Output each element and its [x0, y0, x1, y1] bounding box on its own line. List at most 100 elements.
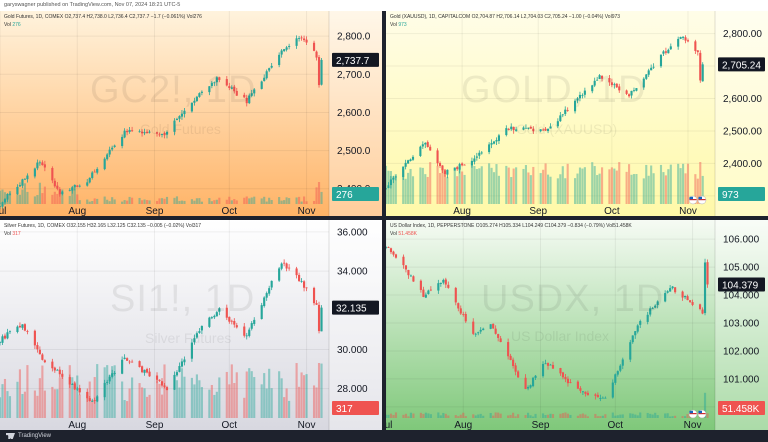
volume-bar [140, 200, 144, 204]
candle-body [145, 131, 149, 134]
candle-body [497, 135, 500, 141]
time-axis[interactable]: Aug Sep Oct Nov [68, 420, 315, 430]
candle-body [532, 128, 535, 132]
candle-body [283, 262, 286, 264]
candle-body [636, 325, 639, 332]
time-axis[interactable]: Jul Aug Sep Oct Nov [386, 420, 701, 430]
price-axis-background [329, 11, 382, 216]
candle [283, 48, 286, 53]
volume-bar [280, 200, 283, 204]
time-axis[interactable]: Jul Aug Sep Oct Nov [0, 206, 315, 216]
candle [454, 286, 457, 306]
candle [583, 87, 586, 98]
country-flag-icon[interactable] [697, 409, 707, 419]
candle-body [703, 262, 707, 314]
candle [443, 169, 446, 177]
volume-bar [453, 170, 456, 204]
candle [694, 39, 697, 55]
candle-body [315, 303, 318, 305]
candle [686, 38, 690, 43]
dollar-index-chart-panel[interactable]: US Dollar Index, 1D, PEPPERSTONE O105.27… [386, 220, 768, 430]
volume-bar [16, 381, 19, 418]
candle [634, 330, 637, 339]
candle [651, 306, 654, 310]
price-axis[interactable]: 36.000 34.000 30.000 28.000 [328, 220, 382, 430]
candle-body [407, 269, 410, 276]
candle [305, 287, 308, 292]
volume-bar [143, 388, 146, 418]
country-flag-icon[interactable] [688, 195, 698, 205]
candle [23, 323, 26, 332]
silver-futures-chart-panel[interactable]: Silver Futures, 1D, COMEX O32.155 H32.16… [0, 220, 382, 430]
candle [210, 80, 213, 89]
candle-body [268, 68, 271, 71]
gold-spot-chart-panel[interactable]: Gold (XAUUSD), 1D, CAPITALCOM O2,704.87 … [386, 11, 768, 216]
candle [407, 269, 410, 279]
candle [601, 75, 604, 82]
symbol-header-text: Silver Futures, 1D, COMEX O32.155 H32.16… [4, 223, 202, 229]
candle [439, 282, 442, 287]
volume-bar [78, 200, 81, 204]
candle-body [213, 82, 216, 84]
volume-bar [639, 412, 642, 418]
price-axis[interactable]: 106.000 105.000 104.000 103.000 102.000 101.0… [714, 220, 768, 430]
country-flag-icon[interactable] [697, 195, 707, 205]
candle [111, 369, 114, 379]
volume-bar [0, 397, 2, 418]
candle-body [394, 176, 397, 178]
volume-bar [458, 169, 461, 204]
volume-bar [457, 416, 460, 418]
candle [51, 166, 54, 184]
candle [88, 395, 91, 402]
volume-bar [392, 176, 395, 204]
candle [646, 311, 649, 325]
gold-spot-candlestick-chart[interactable]: 2,800.002,700.002,600.002,500.002,400.00… [386, 11, 768, 216]
volume-bar [23, 391, 26, 418]
candle [106, 379, 109, 385]
gold-futures-chart-panel[interactable]: Gold Futures, 1D, COMEX O2,737.4 H2,738.… [0, 11, 382, 216]
volume-bar [243, 397, 246, 418]
volume-bar [556, 178, 559, 204]
time-tick-label: Jul [386, 420, 392, 430]
volume-badge-bg [332, 401, 379, 415]
candle-body [235, 90, 238, 96]
gridlines [0, 220, 329, 418]
candle [419, 279, 422, 293]
volume-bar [669, 164, 672, 204]
candle [564, 106, 567, 117]
volume-bar [650, 165, 653, 204]
time-axis[interactable]: Aug Sep Oct Nov [453, 206, 697, 216]
candle [178, 115, 181, 123]
dollar-index-candlestick-chart[interactable]: 106.000 105.000 104.000 103.000 102.000 101.0… [386, 220, 768, 430]
volume-bar [8, 396, 12, 418]
candle [527, 127, 530, 130]
volume-badge-bg [332, 187, 379, 201]
candle-body [610, 82, 613, 86]
candle-body [278, 54, 281, 66]
price-axis[interactable]: 2,800.02,700.02,600.02,500.02,400.0 [328, 11, 382, 216]
volume-bar [424, 174, 427, 204]
candle [613, 82, 616, 89]
volume-bar [636, 415, 639, 418]
candles [386, 35, 704, 190]
volume-bar [613, 168, 616, 204]
candle [515, 126, 518, 132]
candle-body [148, 131, 151, 133]
current-price-badge: 104.379 [718, 277, 765, 292]
candle-body [569, 382, 572, 384]
candle-body [629, 342, 632, 360]
candle-body [36, 162, 39, 169]
gold-futures-candlestick-chart[interactable]: 2,800.02,700.02,600.02,500.02,400.02,737… [0, 11, 382, 216]
candle [593, 77, 596, 88]
price-axis[interactable]: 2,800.002,700.002,600.002,500.002,400.00… [714, 11, 768, 216]
volume-bar [113, 365, 116, 418]
volume-bar [479, 413, 482, 418]
candle [578, 91, 582, 102]
candle [544, 359, 547, 365]
country-flag-icon[interactable] [688, 409, 698, 419]
candle-body [524, 127, 528, 129]
volume-bar [392, 414, 395, 418]
candle [474, 332, 477, 337]
volume-bar [225, 199, 228, 204]
silver-futures-candlestick-chart[interactable]: 36.000 34.000 30.000 28.000 32.135 317 Aug Sep O… [0, 220, 382, 430]
